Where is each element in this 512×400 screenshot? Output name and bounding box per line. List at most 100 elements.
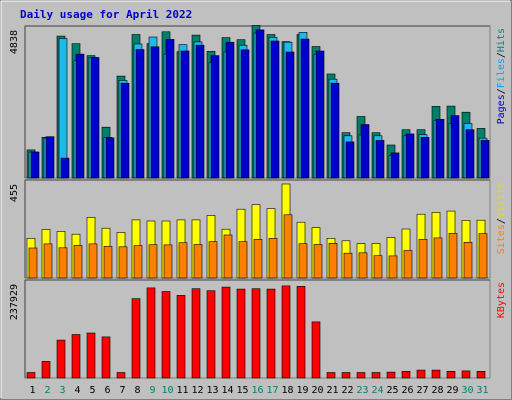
legend-entry-visits: Visits bbox=[496, 182, 507, 218]
bar-visits-sites-day-14 bbox=[223, 234, 233, 279]
bar-visits-sites-day-1 bbox=[28, 247, 38, 279]
x-tick-day-2: 2 bbox=[44, 385, 50, 396]
legend-entry-files: Files bbox=[496, 58, 507, 88]
panel-hits: 4838 Pages/Files/Hits bbox=[9, 25, 507, 179]
legend-separator: / bbox=[496, 88, 507, 94]
bar-kbytes-kbytes-day-5 bbox=[86, 332, 96, 379]
bar-kbytes-kbytes-day-22 bbox=[341, 372, 351, 379]
legend-entry-kbytes: KBytes bbox=[496, 282, 507, 318]
y-max-label-hits: 4838 bbox=[9, 30, 20, 54]
bar-hits-pages-day-17 bbox=[270, 40, 280, 179]
x-tick-day-19: 19 bbox=[296, 385, 308, 396]
bar-visits-sites-day-22 bbox=[343, 252, 353, 279]
x-tick-day-1: 1 bbox=[29, 385, 35, 396]
bar-visits-sites-day-7 bbox=[118, 246, 128, 279]
bar-kbytes-kbytes-day-20 bbox=[311, 321, 321, 379]
legend-text-hits: Pages/Files/Hits bbox=[496, 28, 507, 124]
bar-visits-sites-day-4 bbox=[73, 245, 83, 279]
bar-hits-pages-day-8 bbox=[135, 49, 145, 179]
bar-visits-sites-day-17 bbox=[268, 238, 278, 279]
bar-hits-pages-day-27 bbox=[420, 137, 430, 179]
bar-kbytes-kbytes-day-29 bbox=[446, 370, 456, 379]
bar-hits-pages-day-28 bbox=[435, 119, 445, 179]
bar-kbytes-kbytes-day-9 bbox=[146, 287, 156, 379]
bar-hits-pages-day-24 bbox=[375, 140, 385, 179]
bar-hits-pages-day-6 bbox=[105, 137, 115, 179]
legend-text-visits: Sites/Visits bbox=[496, 182, 507, 254]
bar-visits-sites-day-29 bbox=[448, 233, 458, 279]
bar-hits-files-day-3 bbox=[58, 38, 68, 179]
bar-visits-sites-day-13 bbox=[208, 241, 218, 279]
bar-hits-pages-day-2 bbox=[45, 136, 55, 179]
bar-visits-sites-day-25 bbox=[388, 255, 398, 279]
legend-separator: / bbox=[496, 218, 507, 224]
bar-hits-pages-day-19 bbox=[300, 38, 310, 179]
x-tick-day-9: 9 bbox=[149, 385, 155, 396]
bar-kbytes-kbytes-day-27 bbox=[416, 369, 426, 379]
bar-hits-pages-day-15 bbox=[240, 49, 250, 179]
bar-hits-pages-day-22 bbox=[345, 141, 355, 179]
legend-kbytes: KBytes bbox=[496, 282, 507, 318]
bar-kbytes-kbytes-day-21 bbox=[326, 372, 336, 379]
bar-visits-sites-day-6 bbox=[103, 246, 113, 279]
bar-kbytes-kbytes-day-6 bbox=[101, 336, 111, 379]
bar-visits-sites-day-30 bbox=[463, 242, 473, 279]
x-tick-day-5: 5 bbox=[89, 385, 95, 396]
bar-hits-pages-day-25 bbox=[390, 152, 400, 179]
bar-hits-pages-day-20 bbox=[315, 50, 325, 179]
x-tick-day-12: 12 bbox=[191, 385, 203, 396]
bar-visits-sites-day-16 bbox=[253, 239, 263, 279]
x-tick-day-6: 6 bbox=[104, 385, 110, 396]
bar-kbytes-kbytes-day-15 bbox=[236, 288, 246, 379]
bar-hits-pages-day-29 bbox=[450, 115, 460, 179]
x-tick-day-26: 26 bbox=[401, 385, 413, 396]
bar-hits-pages-day-13 bbox=[210, 55, 220, 179]
bar-hits-pages-day-9 bbox=[150, 46, 160, 179]
bar-hits-pages-day-18 bbox=[285, 51, 295, 179]
x-tick-day-21: 21 bbox=[326, 385, 338, 396]
bar-visits-sites-day-28 bbox=[433, 237, 443, 279]
bar-hits-pages-day-30 bbox=[465, 129, 475, 179]
bar-kbytes-kbytes-day-12 bbox=[191, 288, 201, 379]
bar-hits-pages-day-23 bbox=[360, 124, 370, 179]
x-tick-day-28: 28 bbox=[431, 385, 443, 396]
y-max-label-kbytes: 237929 bbox=[9, 284, 20, 320]
x-axis-day-labels: 1 2 3 4 5 6 7 8 9 10 11 12 13 14 15 16 17 18 19 20 21 22 23 24 2… bbox=[29, 385, 488, 396]
x-tick-day-3: 3 bbox=[59, 385, 65, 396]
bar-visits-sites-day-9 bbox=[148, 244, 158, 279]
bar-kbytes-kbytes-day-16 bbox=[251, 288, 261, 379]
bar-kbytes-kbytes-day-24 bbox=[371, 372, 381, 379]
bar-visits-sites-day-18 bbox=[283, 214, 293, 279]
bar-visits-sites-day-24 bbox=[373, 255, 383, 279]
x-tick-day-27: 27 bbox=[416, 385, 428, 396]
bar-visits-sites-day-31 bbox=[478, 233, 488, 279]
x-tick-day-8: 8 bbox=[134, 385, 140, 396]
bar-hits-pages-day-26 bbox=[405, 133, 415, 179]
bar-visits-sites-day-5 bbox=[88, 243, 98, 279]
x-tick-day-16: 16 bbox=[251, 385, 263, 396]
bar-visits-sites-day-21 bbox=[328, 243, 338, 279]
bar-hits-pages-day-11 bbox=[180, 50, 190, 179]
x-tick-day-18: 18 bbox=[281, 385, 293, 396]
x-tick-day-11: 11 bbox=[176, 385, 188, 396]
bar-visits-sites-day-19 bbox=[298, 243, 308, 279]
bar-kbytes-kbytes-day-4 bbox=[71, 334, 81, 379]
panel-visits: 455 Sites/Visits bbox=[9, 179, 507, 279]
bar-kbytes-kbytes-day-30 bbox=[461, 370, 471, 379]
bar-kbytes-kbytes-day-10 bbox=[161, 291, 171, 379]
bar-visits-sites-day-3 bbox=[58, 247, 68, 279]
bar-kbytes-kbytes-day-18 bbox=[281, 285, 291, 379]
legend-visits: Sites/Visits bbox=[496, 182, 507, 254]
bar-visits-sites-day-2 bbox=[43, 243, 53, 279]
bar-kbytes-kbytes-day-11 bbox=[176, 295, 186, 379]
bar-hits-pages-day-10 bbox=[165, 39, 175, 179]
bar-visits-sites-day-23 bbox=[358, 252, 368, 279]
bar-kbytes-kbytes-day-17 bbox=[266, 288, 276, 379]
bar-hits-pages-day-1 bbox=[30, 151, 40, 179]
bar-hits-pages-day-16 bbox=[255, 29, 265, 179]
bar-kbytes-kbytes-day-28 bbox=[431, 369, 441, 379]
bar-kbytes-kbytes-day-7 bbox=[116, 372, 126, 379]
